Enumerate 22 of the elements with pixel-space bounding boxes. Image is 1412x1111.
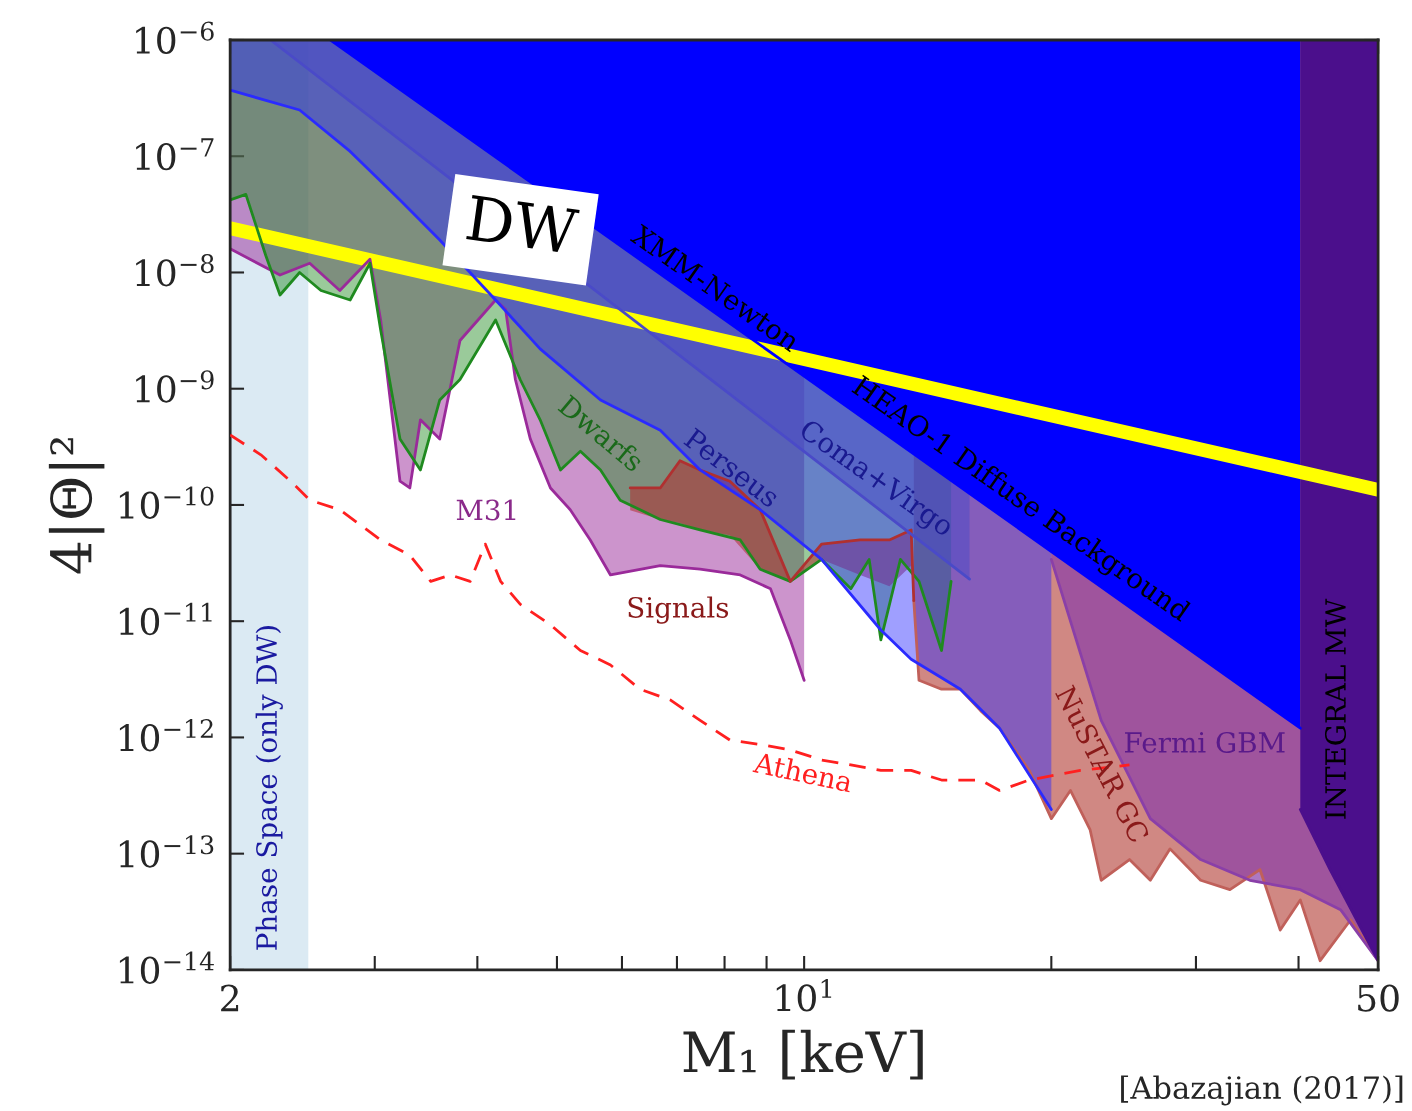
annotation: M31 — [456, 499, 516, 521]
y-tick-label: 10$^{−9}$ — [136, 370, 214, 403]
annotation: INTEGRAL MW — [1324, 598, 1346, 819]
y-tick-label: 10$^{−10}$ — [119, 486, 214, 519]
y-tick-label: 10$^{−6}$ — [136, 21, 214, 54]
x-axis-title: M₁ [keV] — [683, 1029, 923, 1080]
x-tick-label: 10$^{1}$ — [776, 979, 832, 1012]
y-tick-label: 10$^{−7}$ — [136, 138, 214, 171]
x-tick-label: 50 — [1358, 984, 1399, 1012]
y-axis-title: 4|Θ|² — [48, 438, 105, 574]
y-tick-label: 10$^{−12}$ — [119, 719, 213, 752]
y-tick-label: 10$^{−8}$ — [136, 254, 214, 287]
annotation: Athena — [752, 751, 854, 793]
text: [Abazajian (2017)] — [1121, 1075, 1403, 1106]
y-tick-label: 10$^{−14}$ — [119, 951, 214, 984]
band-label: Phase Space (only DW) — [255, 626, 283, 950]
x-tick-label: 2 — [221, 984, 239, 1012]
y-tick-label: 10$^{−13}$ — [119, 835, 214, 868]
annotation: DW — [466, 194, 580, 255]
annotation: Fermi GBM — [1125, 731, 1285, 753]
annotation: Signals — [628, 596, 729, 624]
y-tick-label: 10$^{−11}$ — [119, 602, 212, 636]
